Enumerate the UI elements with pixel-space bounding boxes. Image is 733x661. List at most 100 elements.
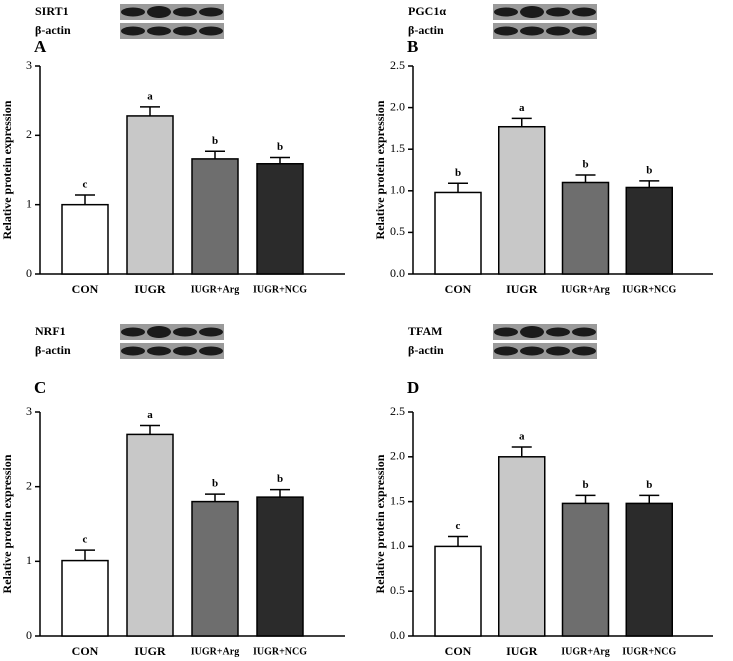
blot-label: NRF1	[35, 324, 66, 338]
significance-label: b	[646, 164, 652, 176]
bar	[434, 191, 482, 275]
significance-label: b	[582, 159, 588, 171]
x-tick-label: CON	[445, 282, 472, 296]
blot-band	[173, 327, 197, 337]
blot-band	[494, 7, 518, 17]
blot-band	[147, 26, 171, 36]
blot-band	[572, 26, 596, 36]
blot-label: PGC1α	[408, 4, 446, 18]
y-tick-label: 1	[26, 553, 32, 567]
y-axis-label: Relative protein expression	[0, 100, 14, 239]
x-tick-label: IUGR+NCG	[622, 284, 676, 295]
significance-label: b	[277, 473, 283, 485]
y-tick-label: 0.0	[390, 628, 405, 642]
blot-image	[493, 4, 597, 20]
x-tick-label: IUGR+Arg	[561, 284, 609, 295]
blot-band	[494, 327, 518, 337]
blot-band	[572, 7, 596, 17]
error-bar	[575, 174, 596, 183]
blot-label: β-actin	[408, 23, 444, 37]
x-tick-label: IUGR	[506, 644, 538, 658]
blot-band	[546, 26, 570, 36]
y-tick-label: 0	[26, 266, 32, 280]
blot-image	[120, 324, 224, 340]
y-tick-label: 1.0	[390, 183, 405, 197]
blot-band	[121, 26, 145, 36]
y-tick-label: 3	[26, 58, 32, 72]
blot-band	[520, 326, 544, 338]
x-tick-label: IUGR+Arg	[191, 646, 239, 657]
x-tick-label: IUGR+Arg	[191, 284, 239, 295]
bar	[126, 433, 174, 637]
y-axis-label: Relative protein expression	[0, 454, 14, 593]
panel-letter: D	[407, 378, 419, 397]
y-tick-label: 1	[26, 196, 32, 210]
bar	[498, 456, 546, 637]
blot-image	[120, 23, 224, 39]
x-tick-label: IUGR	[506, 282, 538, 296]
blot-band	[199, 7, 223, 17]
blot-image	[120, 343, 224, 359]
blot-band	[147, 346, 171, 356]
significance-label: b	[212, 135, 218, 147]
blot-band	[173, 26, 197, 36]
bar	[625, 186, 673, 275]
blot-band	[546, 7, 570, 17]
error-bar	[511, 446, 532, 457]
x-tick-label: IUGR+NCG	[622, 646, 676, 657]
blot-image	[120, 4, 224, 20]
y-tick-label: 2.5	[390, 404, 405, 418]
bar	[61, 559, 109, 637]
blot-image	[493, 324, 597, 340]
y-tick-label: 2.5	[390, 58, 405, 72]
error-bar	[140, 424, 160, 435]
bar	[61, 203, 109, 275]
x-tick-label: CON	[445, 644, 472, 658]
blot-band	[520, 346, 544, 356]
significance-label: b	[582, 479, 588, 491]
y-tick-label: 0.5	[390, 583, 405, 597]
significance-label: c	[456, 520, 461, 532]
significance-label: c	[83, 534, 88, 546]
blot-label: SIRT1	[35, 4, 69, 18]
blot-label: β-actin	[408, 343, 444, 357]
significance-label: a	[519, 102, 525, 114]
x-tick-label: IUGR+NCG	[253, 646, 307, 657]
error-bar	[205, 493, 225, 502]
bar	[561, 181, 610, 275]
error-bar	[270, 156, 290, 164]
blot-band	[520, 6, 544, 18]
significance-label: b	[455, 167, 461, 179]
error-bar	[575, 494, 596, 504]
blot-band	[546, 346, 570, 356]
blot-band	[546, 327, 570, 337]
error-bar	[639, 494, 660, 504]
x-tick-label: IUGR+Arg	[561, 646, 609, 657]
blot-band	[199, 346, 223, 356]
panel-letter: A	[34, 37, 47, 56]
y-tick-label: 1.5	[390, 493, 405, 507]
bar	[625, 502, 673, 637]
y-axis-label: Relative protein expression	[373, 454, 387, 593]
y-tick-label: 2	[26, 127, 32, 141]
blot-band	[199, 327, 223, 337]
blot-band	[199, 26, 223, 36]
significance-label: b	[646, 479, 652, 491]
blot-band	[572, 346, 596, 356]
x-tick-label: IUGR	[134, 644, 166, 658]
blot-band	[173, 346, 197, 356]
y-tick-label: 1.5	[390, 141, 405, 155]
blot-label: β-actin	[35, 23, 71, 37]
error-bar	[75, 549, 95, 561]
y-tick-label: 2	[26, 478, 32, 492]
y-tick-label: 0.0	[390, 266, 405, 280]
error-bar	[639, 180, 660, 188]
blot-band	[121, 7, 145, 17]
bar	[561, 502, 610, 637]
blot-band	[147, 6, 171, 18]
x-tick-label: CON	[72, 282, 99, 296]
bar	[498, 125, 546, 275]
y-tick-label: 3	[26, 404, 32, 418]
blot-image	[493, 343, 597, 359]
